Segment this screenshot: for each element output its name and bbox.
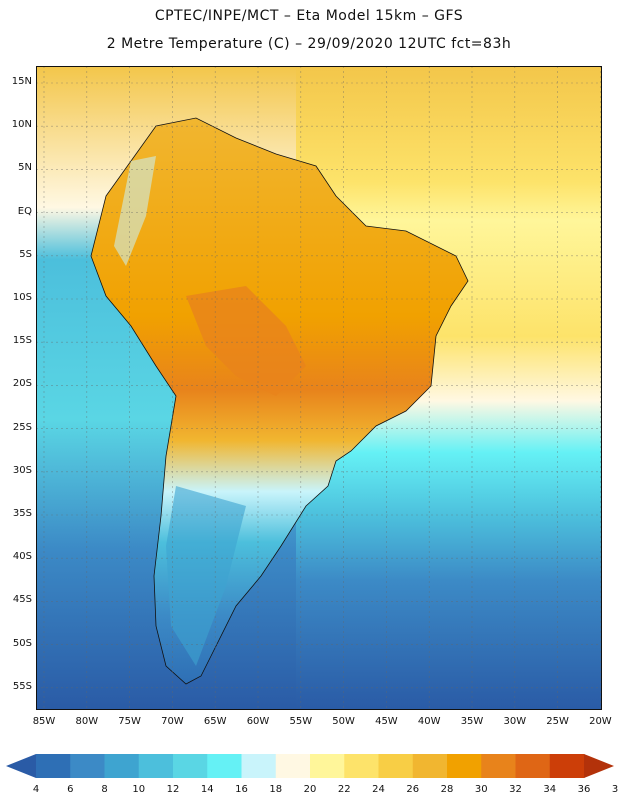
lat-label: 10N bbox=[11, 119, 32, 131]
colorbar-tick-label: 22 bbox=[337, 784, 351, 795]
colorbar-tick-label: 12 bbox=[166, 784, 180, 795]
map-border bbox=[36, 66, 602, 710]
colorbar-arrow-right bbox=[584, 754, 614, 778]
southern-cold-zone bbox=[166, 486, 246, 666]
map-title: CPTEC/INPE/MCT – Eta Model 15km – GFS bbox=[154, 8, 464, 24]
colorbar-tick-label: 36 bbox=[577, 784, 591, 795]
colorbar-tick-label: 14 bbox=[200, 784, 214, 795]
lon-label: 30W bbox=[503, 716, 527, 727]
colorbar-segment bbox=[447, 754, 482, 778]
colorbar-segment bbox=[515, 754, 551, 778]
graticule bbox=[36, 66, 602, 710]
lat-label: 5S bbox=[19, 248, 32, 260]
colorbar-segment bbox=[241, 754, 277, 778]
colorbar-segment bbox=[70, 754, 105, 778]
colorbar-segment bbox=[549, 754, 585, 778]
colorbar-tick-label: 30 bbox=[474, 784, 488, 795]
colorbar-tick-label: 26 bbox=[406, 784, 420, 795]
colorbar-segment bbox=[378, 754, 414, 778]
colorbar-segment bbox=[104, 754, 140, 778]
temperature-map bbox=[36, 66, 602, 710]
lon-label: 65W bbox=[203, 716, 227, 727]
lon-label: 55W bbox=[289, 716, 313, 727]
colorbar-arrow-left bbox=[6, 754, 36, 778]
lat-label: 10S bbox=[12, 292, 32, 303]
colorbar-segment bbox=[310, 754, 345, 778]
lon-label: 40W bbox=[417, 716, 441, 727]
colorbar-tick-label: 4 bbox=[32, 784, 40, 795]
colorbar-tick-label: 6 bbox=[67, 784, 74, 795]
lat-label: 20S bbox=[12, 378, 32, 390]
colorbar-tick-label: 24 bbox=[372, 784, 385, 795]
lon-label: 70W bbox=[161, 716, 184, 727]
andes-ridge bbox=[114, 156, 156, 266]
lat-label: 50S bbox=[12, 637, 32, 649]
lon-label: 20W bbox=[589, 716, 612, 727]
lon-label: 35W bbox=[460, 716, 484, 727]
lat-label: 45S bbox=[12, 594, 32, 606]
lat-label: 40S bbox=[12, 551, 32, 563]
colorbar-segment bbox=[207, 754, 242, 778]
colorbar-segment bbox=[412, 754, 448, 778]
lat-label: 30S bbox=[12, 464, 32, 476]
lat-label: EQ bbox=[17, 205, 32, 217]
lon-label: 80W bbox=[75, 716, 99, 727]
colorbar-segment bbox=[481, 754, 516, 778]
colorbar-segment bbox=[275, 754, 311, 778]
map-subtitle: 2 Metre Temperature (C) – 29/09/2020 12U… bbox=[106, 36, 512, 52]
colorbar-tick-label: 34 bbox=[543, 784, 557, 795]
color-scale-bar bbox=[6, 754, 614, 778]
colorbar-tick-label: 38 bbox=[611, 784, 618, 795]
colorbar-segment bbox=[138, 754, 174, 778]
lat-label: 55S bbox=[12, 680, 32, 692]
colorbar-tick-label: 8 bbox=[101, 784, 108, 795]
colorbar-segment bbox=[36, 754, 71, 778]
lat-label: 15S bbox=[12, 335, 32, 347]
lon-label: 45W bbox=[375, 716, 398, 727]
lon-label: 60W bbox=[246, 716, 270, 727]
lat-label: 15N bbox=[11, 76, 32, 87]
colorbar-tick-label: 28 bbox=[440, 784, 454, 795]
colorbar-segment bbox=[344, 754, 379, 778]
lon-label: 85W bbox=[32, 716, 56, 727]
lon-label: 50W bbox=[332, 716, 355, 727]
hot-core bbox=[186, 286, 306, 396]
colorbar-tick-label: 18 bbox=[269, 784, 283, 795]
lat-label: 5N bbox=[18, 162, 32, 174]
lon-label: 25W bbox=[546, 716, 569, 727]
colorbar-tick-label: 20 bbox=[303, 784, 317, 795]
lon-label: 75W bbox=[118, 716, 141, 727]
colorbar-tick-label: 10 bbox=[132, 784, 146, 795]
lat-label: 35S bbox=[12, 508, 32, 519]
lat-label: 25S bbox=[12, 421, 32, 433]
colorbar-tick-label: 16 bbox=[235, 784, 248, 795]
colorbar-segment bbox=[173, 754, 208, 778]
colorbar-tick-label: 32 bbox=[509, 784, 522, 795]
